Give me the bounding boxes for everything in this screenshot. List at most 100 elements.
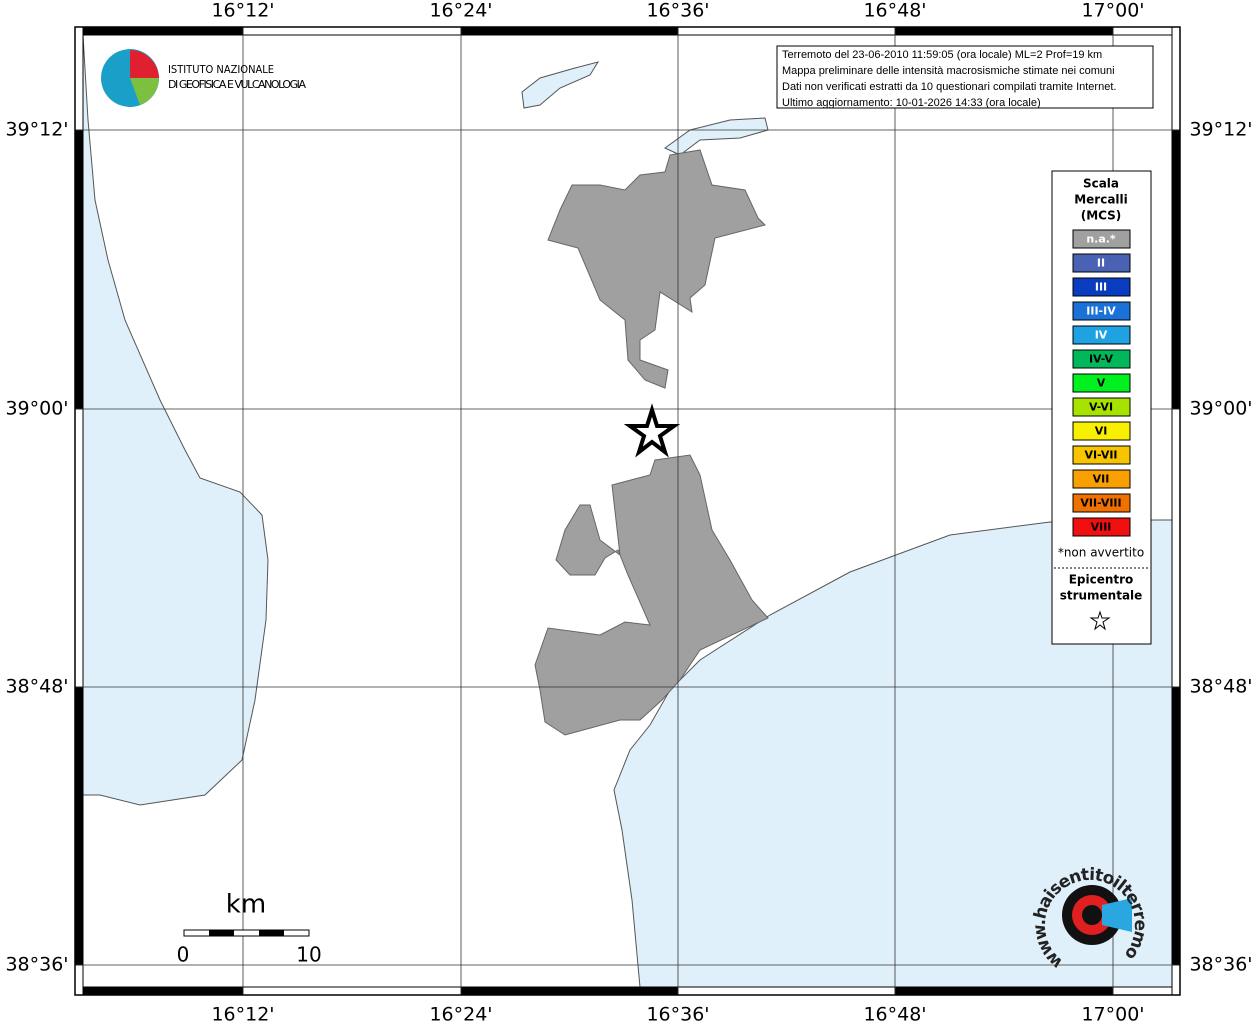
frame-band — [894, 986, 1114, 996]
scale-unit: km — [226, 890, 266, 920]
legend-swatch — [1072, 421, 1131, 441]
legend-label: n.a.* — [1086, 233, 1116, 246]
legend-swatch — [1072, 277, 1131, 297]
frame-band — [74, 986, 244, 996]
lat-label: 38°36' — [5, 954, 68, 976]
lon-label: 16°12' — [211, 1004, 274, 1025]
legend-title: Scala — [1083, 177, 1119, 191]
scale-bar-seg — [209, 930, 234, 936]
legend-label: VIII — [1091, 521, 1112, 534]
watermark-megaphone — [1102, 898, 1132, 932]
legend-swatch — [1072, 349, 1131, 369]
frame-band — [242, 26, 462, 36]
sea-west — [82, 34, 269, 806]
frame-band — [74, 408, 84, 688]
legend-star — [1089, 610, 1111, 631]
legend-label: III — [1095, 281, 1107, 294]
frame-band — [1112, 986, 1181, 996]
logo-line: ISTITUTO NAZIONALE — [168, 63, 274, 76]
legend-label: V — [1097, 377, 1106, 390]
lon-label: 17°00' — [1081, 1004, 1144, 1025]
frame-band — [460, 26, 679, 36]
logo-globe-part — [130, 49, 159, 78]
lat-label: 38°48' — [1189, 676, 1252, 698]
legend-label: VI-VII — [1084, 449, 1117, 462]
lake — [521, 61, 600, 109]
region — [547, 149, 766, 389]
logo-globe-part — [130, 78, 159, 105]
epicenter-star — [623, 403, 681, 458]
legend-label: III-IV — [1086, 305, 1116, 318]
frame — [74, 26, 1181, 996]
lon-label: 16°48' — [863, 1004, 926, 1025]
logo: ISTITUTO NAZIONALE DI GEOFISICA E VULCAN… — [101, 49, 306, 107]
frame-band — [74, 686, 84, 966]
lat-label: 38°36' — [1189, 954, 1252, 976]
legend-swatch — [1072, 229, 1131, 249]
legend-swatch — [1072, 445, 1131, 465]
lon-label: 16°24' — [429, 1004, 492, 1025]
legend-swatch — [1072, 517, 1131, 537]
legend-label: II — [1097, 257, 1105, 270]
legend-epicenter: Epicentro — [1069, 573, 1134, 587]
frame-band — [74, 129, 84, 410]
legend-swatch — [1072, 301, 1131, 321]
watermark-circle — [1082, 905, 1102, 925]
frame-band — [1171, 964, 1181, 996]
legend-swatch — [1072, 253, 1131, 273]
info-line: Dati non verificati estratti da 10 quest… — [782, 81, 1116, 93]
frame-band — [677, 986, 896, 996]
lat-label: 39°00' — [5, 398, 68, 420]
lon-label: 16°48' — [863, 0, 926, 22]
lat-label: 39°12' — [5, 119, 68, 141]
frame-band — [74, 964, 84, 996]
frame-band — [677, 26, 896, 36]
frame-band — [1171, 686, 1181, 966]
frame-band — [242, 986, 462, 996]
logo-line: DI GEOFISICA E VULCANOLOGIA — [168, 78, 306, 91]
legend-epicenter: strumentale — [1060, 589, 1143, 603]
legend-label: V-VI — [1089, 401, 1113, 414]
info-line: Ultimo aggiornamento: 10-01-2026 14:33 (… — [782, 97, 1041, 109]
frame-band — [74, 26, 244, 36]
lon-label: 16°36' — [646, 0, 709, 22]
scale-bar-frame — [183, 929, 310, 937]
legend-swatch — [1072, 373, 1131, 393]
legend-title: Mercalli — [1074, 193, 1128, 207]
legend-swatch — [1072, 325, 1131, 345]
frame-band — [1112, 26, 1181, 36]
scale-start: 0 — [177, 943, 190, 967]
legend-swatch — [1072, 493, 1131, 513]
frame-band — [1171, 129, 1181, 410]
legend-note: *non avvertito — [1058, 546, 1144, 560]
lon-label: 17°00' — [1081, 0, 1144, 22]
legend-label: VII-VIII — [1080, 497, 1121, 510]
scale-end: 10 — [296, 943, 321, 967]
legend-swatch — [1072, 397, 1131, 417]
legend-swatch — [1072, 469, 1131, 489]
legend-title: (MCS) — [1081, 209, 1122, 223]
lat-label: 39°12' — [1189, 119, 1252, 141]
frame-band — [1171, 26, 1181, 131]
sea-east — [613, 519, 1173, 988]
lon-label: 16°36' — [646, 1004, 709, 1025]
legend-label: VI — [1095, 425, 1108, 438]
lat-label: 39°00' — [1189, 398, 1252, 420]
info-box — [776, 45, 1154, 109]
lon-label: 16°12' — [211, 0, 274, 22]
lat-label: 38°48' — [5, 676, 68, 698]
region — [534, 454, 769, 736]
frame-band — [1171, 408, 1181, 688]
legend-label: IV — [1095, 329, 1108, 342]
lon-label: 16°24' — [429, 0, 492, 22]
frame-band — [894, 26, 1114, 36]
frame-band — [74, 26, 84, 131]
info-line: Mappa preliminare delle intensità macros… — [782, 65, 1115, 77]
legend-label: IV-V — [1089, 353, 1114, 366]
info-line: Terremoto del 23-06-2010 11:59:05 (ora l… — [782, 49, 1102, 61]
legend-label: VII — [1093, 473, 1110, 486]
frame-band — [460, 986, 679, 996]
scale-bar-seg — [259, 930, 284, 936]
